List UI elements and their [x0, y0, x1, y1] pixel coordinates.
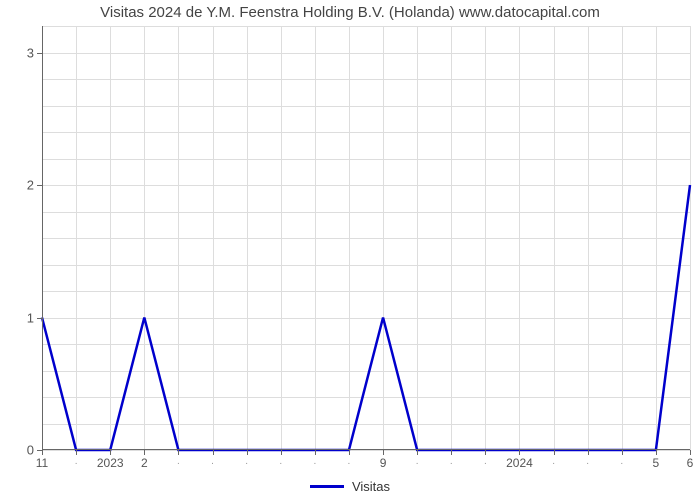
- x-tick-label: .: [450, 456, 453, 467]
- x-tick-mark: [349, 450, 350, 455]
- x-tick-mark: [485, 450, 486, 455]
- x-tick-mark: [690, 450, 691, 455]
- y-tick-label: 1: [27, 310, 34, 325]
- x-tick-mark: [213, 450, 214, 455]
- x-tick-label: .: [552, 456, 555, 467]
- x-tick-label: 11: [36, 456, 48, 470]
- x-tick-mark: [110, 450, 111, 455]
- legend-swatch: [310, 485, 344, 488]
- x-tick-label: 9: [380, 456, 387, 470]
- x-tick-label: .: [75, 456, 78, 467]
- x-tick-mark: [247, 450, 248, 455]
- chart-title: Visitas 2024 de Y.M. Feenstra Holding B.…: [0, 4, 700, 21]
- x-tick-label: .: [313, 456, 316, 467]
- x-tick-mark: [622, 450, 623, 455]
- y-tick-mark: [37, 318, 42, 319]
- x-tick-label: 5: [653, 456, 660, 470]
- x-tick-mark: [383, 450, 384, 455]
- x-tick-mark: [178, 450, 179, 455]
- x-tick-mark: [76, 450, 77, 455]
- visitas-line: [42, 185, 690, 450]
- x-tick-mark: [144, 450, 145, 455]
- x-tick-label: .: [620, 456, 623, 467]
- x-tick-label: .: [211, 456, 214, 467]
- x-tick-label: 6: [687, 456, 694, 470]
- line-series: [42, 26, 690, 450]
- plot-area: 012311.20232......9...2024...56: [42, 26, 690, 450]
- x-tick-mark: [588, 450, 589, 455]
- x-tick-mark: [417, 450, 418, 455]
- y-tick-mark: [37, 185, 42, 186]
- legend: Visitas: [0, 478, 700, 494]
- x-tick-mark: [554, 450, 555, 455]
- x-tick-label: 2024: [506, 456, 533, 470]
- y-tick-label: 3: [27, 45, 34, 60]
- x-tick-label: .: [279, 456, 282, 467]
- x-tick-label: .: [348, 456, 351, 467]
- y-tick-label: 2: [27, 178, 34, 193]
- x-tick-label: .: [484, 456, 487, 467]
- x-tick-mark: [451, 450, 452, 455]
- x-tick-mark: [656, 450, 657, 455]
- x-tick-mark: [42, 450, 43, 455]
- v-gridline: [690, 26, 691, 450]
- x-tick-label: .: [416, 456, 419, 467]
- x-tick-mark: [315, 450, 316, 455]
- legend-label: Visitas: [352, 479, 390, 494]
- x-tick-label: .: [586, 456, 589, 467]
- y-tick-label: 0: [27, 443, 34, 458]
- x-tick-mark: [519, 450, 520, 455]
- x-tick-mark: [281, 450, 282, 455]
- x-tick-label: .: [177, 456, 180, 467]
- x-tick-label: 2: [141, 456, 148, 470]
- x-tick-label: 2023: [97, 456, 124, 470]
- y-tick-mark: [37, 53, 42, 54]
- x-tick-label: .: [245, 456, 248, 467]
